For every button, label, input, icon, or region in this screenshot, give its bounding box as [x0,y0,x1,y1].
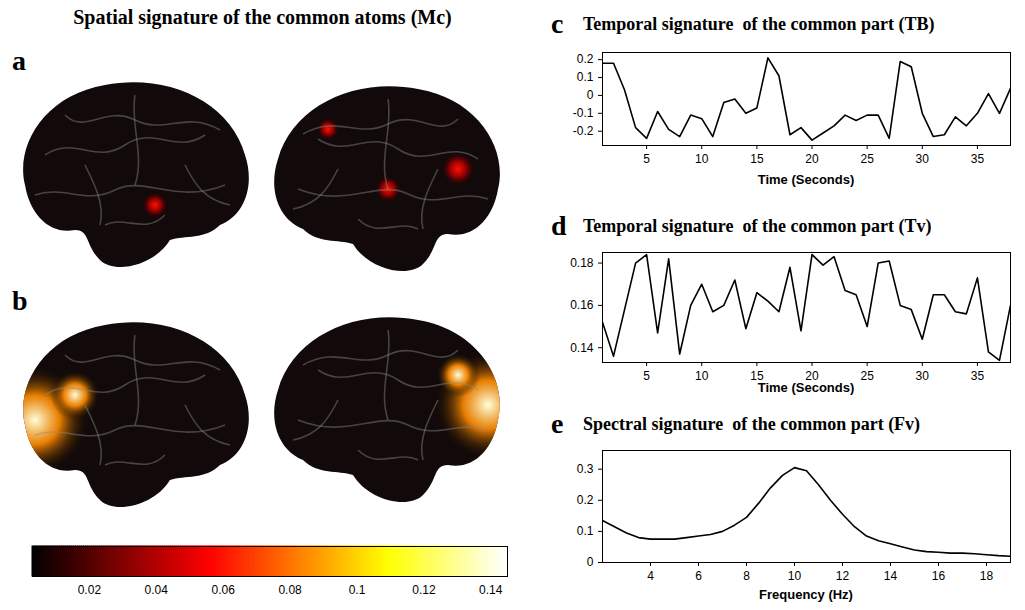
svg-text:12: 12 [836,569,850,583]
svg-text:30: 30 [916,152,930,166]
html-text:a: a [12,45,26,76]
html-text:Time (Seconds): Time (Seconds) [757,380,855,395]
svg-text:20: 20 [805,369,819,383]
html-text:e: e [551,408,564,439]
svg-text:10: 10 [695,152,709,166]
svg-text:20: 20 [805,152,819,166]
svg-text:8: 8 [743,569,750,583]
svg-text:0.08: 0.08 [278,583,302,596]
svg-text:10: 10 [788,569,802,583]
svg-text:15: 15 [750,152,764,166]
svg-text:14: 14 [884,569,898,583]
svg-text:0.06: 0.06 [211,583,235,596]
svg-text:0.1: 0.1 [577,70,594,84]
svg-text:25: 25 [860,152,874,166]
svg-text:6: 6 [695,569,702,583]
html-text:Spatial signature of the commo: Spatial signature of the common atoms (M… [73,6,452,28]
html-text:Temporal signature of the comm: Temporal signature of the common part (T… [583,14,935,34]
svg-text:-0.1: -0.1 [573,106,594,120]
svg-text:4: 4 [647,569,654,583]
svg-text:0.1: 0.1 [577,524,594,538]
svg-text:0: 0 [587,88,594,102]
svg-text:0.1: 0.1 [349,583,366,596]
svg-text:18: 18 [980,569,994,583]
html-text:d: d [551,210,567,241]
svg-text:0.2: 0.2 [577,52,594,66]
html-text:Time (Seconds): Time (Seconds) [757,172,855,187]
svg-text:15: 15 [750,369,764,383]
svg-text:0: 0 [587,555,594,569]
svg-text:35: 35 [971,152,985,166]
html-text:c: c [551,8,564,39]
svg-text:35: 35 [971,369,985,383]
svg-text:0.18: 0.18 [570,256,594,270]
svg-text:30: 30 [916,369,930,383]
svg-text:0.14: 0.14 [479,583,503,596]
svg-text:5: 5 [643,369,650,383]
svg-text:0.14: 0.14 [570,341,594,355]
html-text:Temporal signature of the comm: Temporal signature of the common part (T… [583,216,932,236]
svg-text:0.2: 0.2 [577,493,594,507]
svg-text:0.16: 0.16 [570,298,594,312]
svg-text:0.12: 0.12 [412,583,436,596]
html-text:Frequency (Hz): Frequency (Hz) [759,587,853,602]
html-text:b: b [12,285,28,316]
svg-text:0.3: 0.3 [577,462,594,476]
svg-text:25: 25 [860,369,874,383]
svg-text:-0.2: -0.2 [573,124,594,138]
svg-text:5: 5 [643,152,650,166]
svg-text:10: 10 [695,369,709,383]
html-text:Spectral signature of the comm: Spectral signature of the common part (F… [583,414,921,434]
svg-text:0.02: 0.02 [78,583,102,596]
svg-text:0.04: 0.04 [145,583,169,596]
svg-text:16: 16 [932,569,946,583]
